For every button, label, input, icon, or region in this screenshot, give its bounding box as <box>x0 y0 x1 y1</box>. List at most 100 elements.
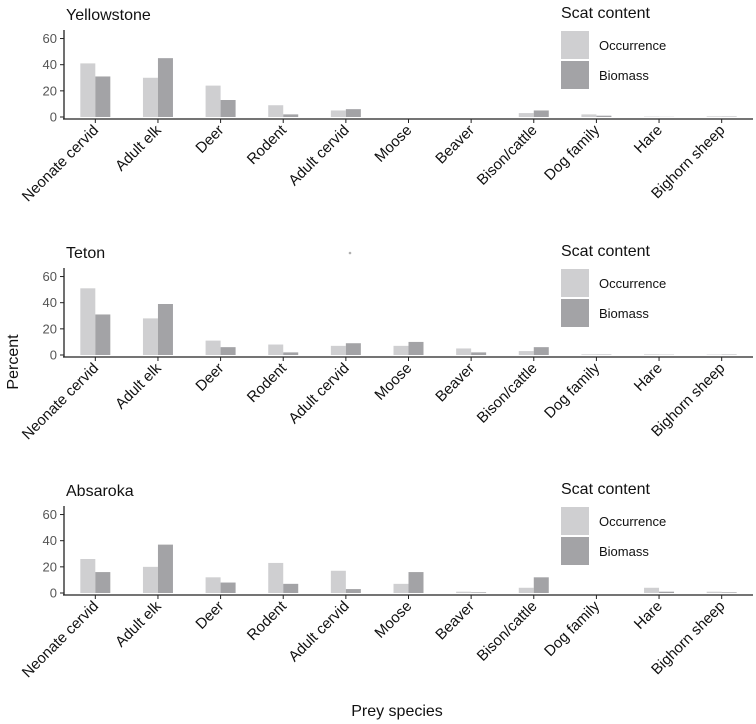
panel-title: Yellowstone <box>66 7 151 24</box>
y-tick-label: 60 <box>43 31 57 46</box>
x-tick-label: Deer <box>192 598 227 633</box>
x-tick-label: Bison/cattle <box>474 598 541 665</box>
legend-label: Occurrence <box>599 514 666 529</box>
x-tick-label: Adult cervid <box>285 598 352 665</box>
y-tick-label: 0 <box>50 348 57 363</box>
x-tick-label: Rodent <box>244 359 291 406</box>
y-tick-label: 20 <box>43 321 57 336</box>
y-axis-title: Percent <box>5 334 22 390</box>
bar-biomass-10 <box>721 592 737 593</box>
legend-key-occurrence <box>561 31 589 59</box>
x-tick-label: Hare <box>631 360 666 395</box>
bar-occurrence-1 <box>142 77 158 117</box>
bar-biomass-2 <box>220 100 236 117</box>
x-tick-label: Adult elk <box>112 597 165 650</box>
x-tick-label: Moose <box>371 360 415 404</box>
legend-title: Scat content <box>561 481 651 498</box>
legend-label: Biomass <box>599 544 649 559</box>
x-tick-label: Bison/cattle <box>474 360 541 427</box>
x-tick-label: Neonate cervid <box>19 598 102 681</box>
bar-occurrence-0 <box>80 288 96 355</box>
bar-occurrence-0 <box>80 559 96 593</box>
bar-biomass-9 <box>659 591 675 593</box>
bar-biomass-0 <box>95 314 111 355</box>
y-tick-label: 60 <box>43 269 57 284</box>
bar-occurrence-8 <box>581 354 597 355</box>
x-tick-label: Beaver <box>432 122 478 168</box>
x-tick-label: Hare <box>631 122 666 157</box>
y-tick-label: 40 <box>43 57 57 72</box>
x-tick-label: Moose <box>371 598 415 642</box>
bar-occurrence-8 <box>581 114 597 117</box>
legend: Scat content Occurrence Biomass <box>561 243 666 327</box>
x-tick-label: Adult elk <box>112 121 165 174</box>
panel-title: Absaroka <box>66 483 134 500</box>
x-tick-label: Adult cervid <box>285 360 352 427</box>
bar-occurrence-10 <box>706 116 722 117</box>
bar-biomass-5 <box>408 341 424 355</box>
bar-biomass-2 <box>220 347 236 355</box>
legend-key-occurrence <box>561 269 589 297</box>
bar-biomass-6 <box>471 592 487 593</box>
bar-occurrence-7 <box>518 351 534 355</box>
bar-occurrence-1 <box>142 566 158 593</box>
x-tick-label: Adult elk <box>112 359 165 412</box>
y-tick-label: 60 <box>43 507 57 522</box>
bar-occurrence-2 <box>205 577 221 593</box>
panel-teton: Teton 0 20 40 60 Neonate cervid Adult elk Deer R… <box>19 243 753 443</box>
x-tick-label: Deer <box>192 122 227 157</box>
bar-occurrence-7 <box>518 113 534 117</box>
bar-biomass-0 <box>95 572 111 593</box>
bar-occurrence-9 <box>644 587 660 593</box>
legend-key-biomass <box>561 61 589 89</box>
x-tick-label: Neonate cervid <box>19 360 102 443</box>
legend: Scat content Occurrence Biomass <box>561 481 666 565</box>
bar-occurrence-5 <box>393 583 409 593</box>
bar-occurrence-3 <box>268 105 284 117</box>
bar-occurrence-4 <box>330 345 346 355</box>
panel-yellowstone: Yellowstone 0 20 40 60 Neonate cervid Adult el… <box>19 5 753 205</box>
y-tick-label: 40 <box>43 295 57 310</box>
bar-occurrence-3 <box>268 562 284 593</box>
bar-occurrence-5 <box>393 345 409 355</box>
x-tick-label: Dog family <box>541 359 603 421</box>
bar-biomass-3 <box>283 114 299 117</box>
bar-biomass-7 <box>533 110 549 117</box>
x-tick-label: Bison/cattle <box>474 122 541 189</box>
bar-biomass-2 <box>220 582 236 593</box>
bar-occurrence-7 <box>518 587 534 593</box>
legend-key-biomass <box>561 299 589 327</box>
bar-occurrence-3 <box>268 344 284 355</box>
bar-biomass-8 <box>596 115 612 117</box>
bar-occurrence-2 <box>205 340 221 355</box>
bar-biomass-1 <box>157 58 173 117</box>
stray-dot <box>348 251 352 255</box>
legend-key-biomass <box>561 537 589 565</box>
bar-biomass-5 <box>408 572 424 593</box>
bar-occurrence-4 <box>330 570 346 593</box>
y-tick-label: 40 <box>43 533 57 548</box>
x-tick-label: Hare <box>631 598 666 633</box>
bar-biomass-3 <box>283 583 299 593</box>
x-tick-label: Rodent <box>244 597 291 644</box>
bar-biomass-0 <box>95 76 111 117</box>
x-tick-label: Adult cervid <box>285 122 352 189</box>
x-tick-label: Neonate cervid <box>19 122 102 205</box>
panel-title: Teton <box>66 245 105 262</box>
y-tick-label: 0 <box>50 110 57 125</box>
x-tick-label: Dog family <box>541 121 603 183</box>
bar-occurrence-10 <box>706 591 722 593</box>
y-tick-label: 20 <box>43 559 57 574</box>
bar-biomass-4 <box>345 109 361 117</box>
x-tick-label: Dog family <box>541 597 603 659</box>
legend: Scat content Occurrence Biomass <box>561 5 666 89</box>
legend-title: Scat content <box>561 5 651 22</box>
y-tick-label: 20 <box>43 83 57 98</box>
bar-biomass-1 <box>157 544 173 593</box>
x-tick-label: Beaver <box>432 360 478 406</box>
bar-biomass-4 <box>345 343 361 355</box>
bar-biomass-7 <box>533 347 549 355</box>
legend-title: Scat content <box>561 243 651 260</box>
x-tick-label: Moose <box>371 122 415 166</box>
